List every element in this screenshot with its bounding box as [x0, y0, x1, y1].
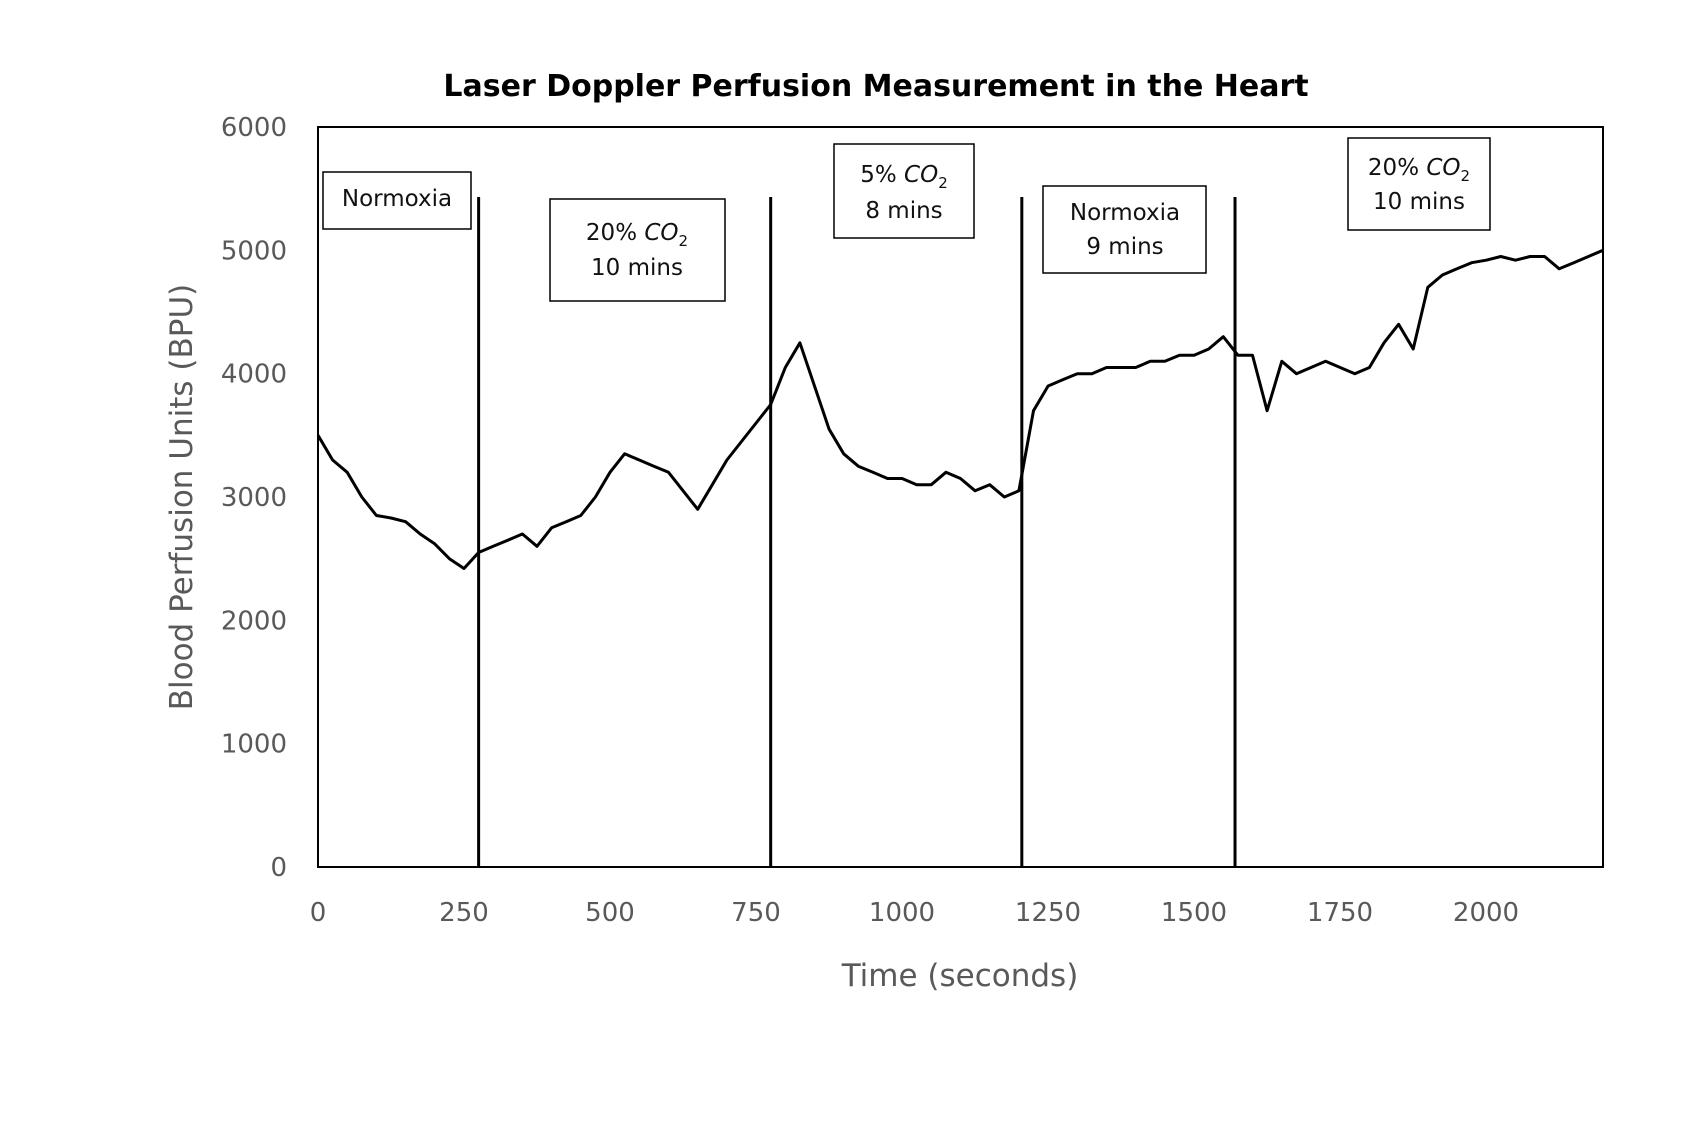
x-tick-label: 750: [731, 898, 781, 928]
annotation-prefix: 5%: [860, 162, 904, 188]
x-tick-label: 250: [439, 898, 489, 928]
annotation-duration: 9 mins: [1086, 234, 1163, 260]
y-tick-label: 0: [270, 853, 287, 883]
y-axis-label: Blood Perfusion Units (BPU): [164, 284, 200, 711]
annotation-normoxia-1: Normoxia: [322, 171, 472, 230]
y-tick-label: 4000: [221, 360, 287, 390]
series-group: [316, 248, 1604, 570]
annotation-duration: 10 mins: [1373, 189, 1465, 215]
x-axis-label: Time (seconds): [841, 958, 1079, 994]
annotation-co2-5: 5% CO2 8 mins: [833, 143, 975, 239]
y-tick-label: 3000: [221, 483, 287, 513]
y-tick-label: 1000: [221, 730, 287, 760]
x-tick-label: 1750: [1307, 898, 1373, 928]
x-tick-label: 1500: [1161, 898, 1227, 928]
annotation-prefix: 20%: [1368, 155, 1426, 181]
x-tick-label: 500: [585, 898, 635, 928]
annotation-formula: CO: [644, 220, 678, 246]
annotation-subscript: 2: [679, 232, 689, 250]
y-tick-labels: 0 1000 2000 3000 4000 5000 6000: [221, 113, 287, 883]
annotation-prefix: 20%: [586, 220, 644, 246]
plot-area: [317, 126, 1604, 868]
y-tick-label: 5000: [221, 236, 287, 266]
annotation-duration: 10 mins: [591, 255, 683, 281]
x-tick-label: 2000: [1453, 898, 1519, 928]
annotation-duration: 8 mins: [865, 198, 942, 224]
svg-text:20% CO2: 20% CO2: [1368, 155, 1470, 185]
x-tick-labels: 0 250 500 750 1000 1250 1500 1750 2000: [310, 898, 1519, 928]
annotation-label: Normoxia: [1070, 200, 1180, 226]
svg-text:20% CO2: 20% CO2: [586, 220, 688, 250]
annotation-normoxia-2: Normoxia 9 mins: [1042, 185, 1207, 274]
svg-text:5% CO2: 5% CO2: [860, 162, 948, 192]
series-line: [316, 248, 1604, 570]
x-tick-label: 1250: [1015, 898, 1081, 928]
y-tick-label: 6000: [221, 113, 287, 143]
chart-title: Laser Doppler Perfusion Measurement in t…: [443, 69, 1308, 104]
svg-text:Normoxia: Normoxia: [342, 186, 452, 212]
annotation-subscript: 2: [938, 174, 948, 192]
annotation-subscript: 2: [1461, 167, 1471, 185]
annotation-co2-20-1: 20% CO2 10 mins: [549, 198, 726, 302]
annotation-formula: CO: [904, 162, 938, 188]
x-tick-label: 0: [310, 898, 327, 928]
x-tick-label: 1000: [869, 898, 935, 928]
annotation-co2-20-2: 20% CO2 10 mins: [1347, 137, 1491, 231]
y-tick-label: 2000: [221, 606, 287, 636]
phase-boundary-lines: [477, 197, 1237, 867]
annotation-formula: CO: [1426, 155, 1460, 181]
annotation-label: Normoxia: [342, 186, 452, 212]
